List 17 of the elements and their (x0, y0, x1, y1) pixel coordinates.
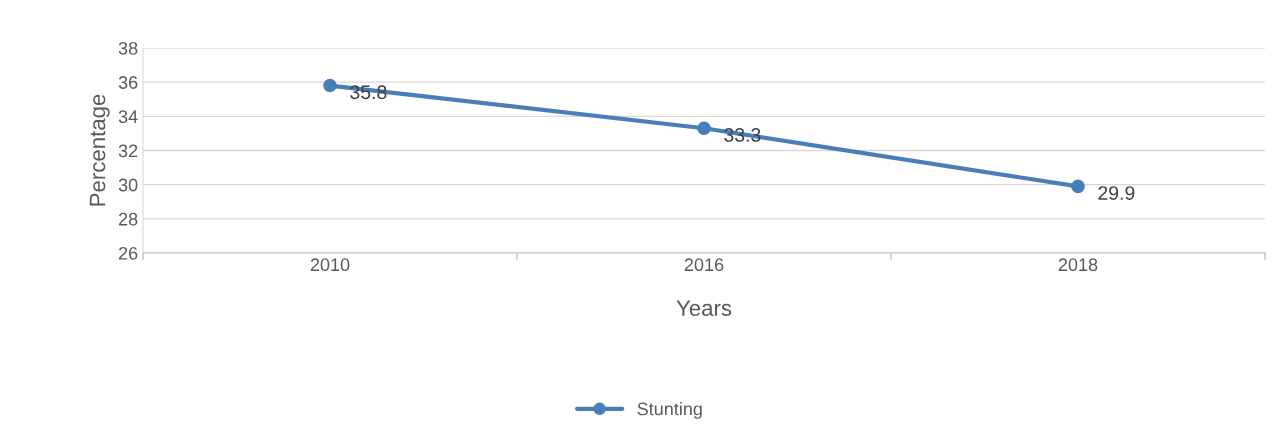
point (1071, 179, 1085, 194)
y-tick-label: 36 (118, 76, 138, 89)
y-tick-label: 28 (118, 212, 138, 226)
y-tick-label: 34 (118, 110, 138, 124)
y-tick-label: 26 (118, 246, 138, 260)
x-tick-label: 2016 (684, 258, 724, 272)
y-tick-label: 30 (118, 178, 138, 192)
point (323, 78, 337, 93)
x-axis-title: Years (676, 300, 732, 317)
legend-label: Stunting (637, 402, 702, 419)
data-label: 29.9 (1098, 186, 1135, 200)
point (697, 121, 711, 136)
x-tick-label: 2018 (1058, 258, 1098, 272)
x-tick-label: 2010 (310, 258, 350, 272)
y-axis-title: Percentage (89, 94, 110, 206)
y-tick-label: 32 (118, 144, 138, 158)
y-tick-label: 38 (118, 41, 138, 55)
